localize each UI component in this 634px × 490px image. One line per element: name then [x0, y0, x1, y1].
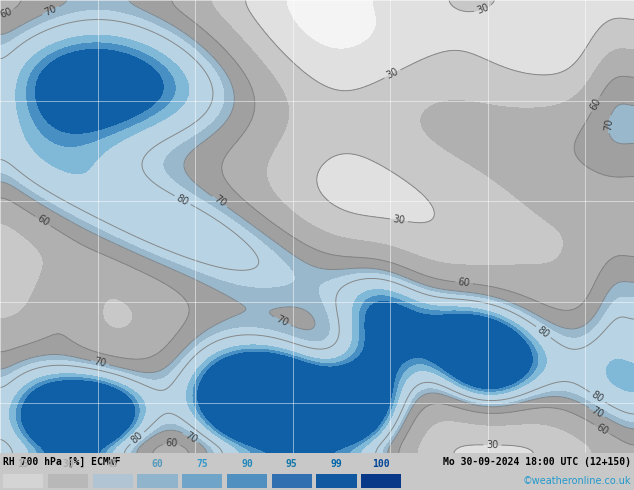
Text: 30: 30 [62, 459, 74, 468]
Text: 30: 30 [385, 67, 400, 81]
Text: 99: 99 [330, 459, 342, 468]
Text: 60: 60 [595, 422, 610, 437]
Bar [93, 474, 133, 488]
Text: 70: 70 [183, 430, 198, 445]
Text: 75: 75 [197, 459, 208, 468]
Text: 60: 60 [35, 214, 51, 228]
Text: ©weatheronline.co.uk: ©weatheronline.co.uk [522, 476, 631, 486]
Bar [271, 474, 312, 488]
Text: 70: 70 [93, 357, 107, 369]
Text: 100: 100 [372, 459, 390, 468]
Bar [3, 474, 43, 488]
Bar [361, 474, 401, 488]
Text: 70: 70 [275, 314, 290, 329]
Text: 60: 60 [457, 277, 470, 289]
Text: RH 700 hPa [%] ECMWF: RH 700 hPa [%] ECMWF [3, 457, 120, 467]
Text: 80: 80 [129, 430, 145, 446]
Text: 45: 45 [107, 459, 119, 468]
Text: 60: 60 [588, 97, 603, 112]
Text: 80: 80 [536, 324, 552, 340]
Text: 80: 80 [590, 390, 605, 405]
Text: 95: 95 [286, 459, 297, 468]
Text: 70: 70 [603, 118, 614, 131]
Text: 90: 90 [241, 459, 253, 468]
Bar [48, 474, 88, 488]
Bar [138, 474, 178, 488]
Text: 70: 70 [589, 405, 605, 420]
Text: 15: 15 [17, 459, 29, 468]
Text: 30: 30 [486, 440, 499, 450]
Text: 60: 60 [0, 6, 14, 20]
Text: 70: 70 [43, 3, 58, 18]
Text: 30: 30 [476, 2, 490, 16]
Text: 80: 80 [175, 193, 190, 207]
Text: 70: 70 [212, 194, 228, 209]
Bar [316, 474, 356, 488]
Bar [182, 474, 223, 488]
Text: 30: 30 [392, 214, 406, 226]
Text: 60: 60 [165, 438, 178, 448]
Text: Mo 30-09-2024 18:00 UTC (12+150): Mo 30-09-2024 18:00 UTC (12+150) [443, 457, 631, 467]
Text: 60: 60 [152, 459, 164, 468]
Bar [227, 474, 267, 488]
